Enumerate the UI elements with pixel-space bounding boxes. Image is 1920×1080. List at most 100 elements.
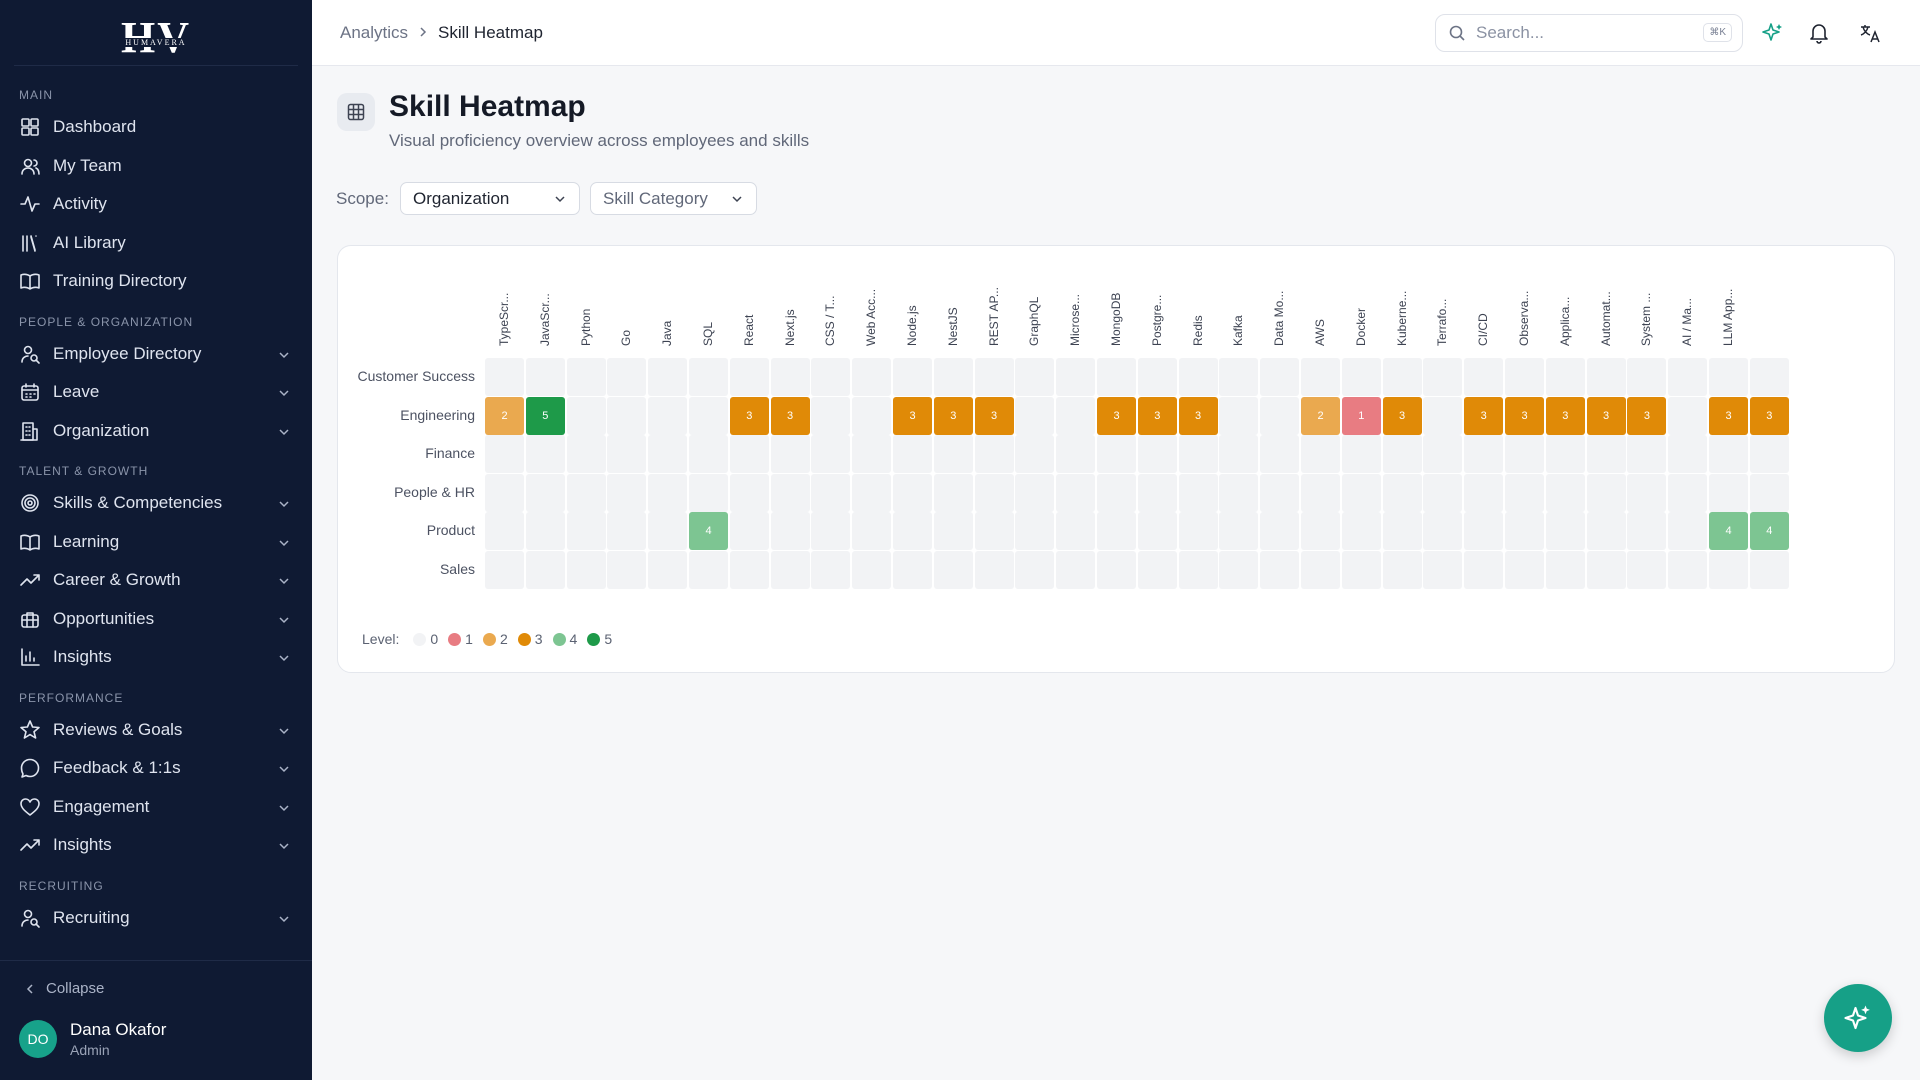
sidebar-item-leave[interactable]: Leave (0, 373, 312, 412)
sidebar-item-reviews-goals[interactable]: Reviews & Goals (0, 711, 312, 750)
sidebar-item-opportunities[interactable]: Opportunities (0, 600, 312, 639)
collapse-button[interactable]: Collapse (0, 960, 312, 1016)
heatmap-cell[interactable]: 1 (1341, 396, 1381, 435)
column-label: SQL (701, 321, 715, 346)
heatmap-cell (689, 358, 728, 396)
sidebar-item-label: Leave (53, 382, 100, 402)
users-icon (19, 155, 41, 177)
row-label: People & HR (394, 483, 475, 500)
heatmap-cell[interactable]: 3 (1545, 396, 1585, 435)
sidebar-item-ai-library[interactable]: AI Library (0, 224, 312, 263)
sidebar-item-insights[interactable]: Insights (0, 638, 312, 677)
sidebar-item-learning[interactable]: Learning (0, 523, 312, 562)
heatmap-cell (893, 358, 932, 396)
column-label: Terrafo... (1435, 298, 1450, 346)
heatmap-cell (1301, 358, 1340, 396)
column-label: Python (578, 308, 593, 346)
heatmap-cell (1178, 550, 1218, 589)
legend-level: 4 (569, 631, 578, 647)
sidebar-item-engagement[interactable]: Engagement (0, 788, 312, 827)
column-label: JavaScr... (537, 293, 552, 346)
heatmap-cell (729, 358, 769, 396)
sidebar-item-activity[interactable]: Activity (0, 185, 312, 224)
heatmap-cell (893, 435, 932, 473)
chevron-down-icon (278, 722, 290, 742)
heatmap-cell[interactable]: 3 (1586, 396, 1626, 435)
translate-icon[interactable] (1858, 21, 1882, 45)
heatmap-cell (1749, 435, 1789, 473)
heatmap-cell (1627, 473, 1667, 512)
sidebar-item-label: Reviews & Goals (53, 719, 183, 739)
logo-letters: HV (121, 16, 191, 60)
sidebar-item-insights[interactable]: Insights (0, 826, 312, 865)
heatmap-cell[interactable]: 3 (1749, 396, 1789, 435)
heatmap-cell[interactable]: 3 (1709, 396, 1748, 435)
scope-label: Scope: (336, 189, 389, 208)
sidebar-item-feedback-1-1s[interactable]: Feedback & 1:1s (0, 749, 312, 788)
heatmap-cell[interactable]: 3 (1382, 396, 1422, 435)
heatmap-cell[interactable]: 3 (1627, 396, 1667, 435)
heatmap-cell[interactable]: 3 (1505, 396, 1544, 435)
collapse-label: Collapse (46, 980, 105, 997)
heatmap-cell[interactable]: 2 (1301, 396, 1340, 435)
heatmap-cell (648, 396, 688, 435)
legend-swatch (413, 632, 427, 646)
search-input[interactable]: Search... ⌘K (1435, 14, 1743, 52)
sidebar-item-recruiting[interactable]: Recruiting (0, 899, 312, 938)
heatmap-cell[interactable]: 2 (485, 396, 524, 435)
heatmap-cell (1423, 396, 1463, 435)
heatmap-cell[interactable]: 3 (933, 396, 973, 435)
heatmap-cell[interactable]: 4 (689, 512, 728, 550)
column-label: AWS (1313, 319, 1327, 346)
skill-category-select[interactable]: Skill Category (590, 182, 757, 215)
ai-assistant-button[interactable] (1824, 984, 1892, 1052)
brand-logo[interactable]: HV HUMAVERA (14, 0, 298, 66)
heatmap-cell[interactable]: 3 (974, 396, 1014, 435)
heatmap-cell[interactable]: 3 (1464, 396, 1504, 435)
sidebar-item-my-team[interactable]: My Team (0, 147, 312, 186)
heatmap-cell[interactable]: 3 (1178, 396, 1218, 435)
sidebar-item-label: Activity (53, 194, 107, 214)
heatmap-cell (1015, 550, 1055, 589)
heatmap-cell (648, 435, 688, 473)
ai-sparkle-icon[interactable] (1761, 21, 1785, 45)
heatmap-cell[interactable]: 4 (1709, 512, 1748, 550)
sidebar-section-label: PEOPLE & ORGANIZATION (19, 314, 194, 329)
sidebar-section-label: RECRUITING (19, 878, 104, 893)
sidebar-section-label: MAIN (19, 88, 53, 102)
heatmap-cell[interactable]: 3 (729, 396, 769, 435)
heatmap-cell (1219, 396, 1259, 435)
bar-chart-icon (19, 646, 41, 668)
breadcrumb-analytics[interactable]: Analytics (340, 23, 409, 42)
column-label: Next.js (782, 309, 797, 346)
row-label: Customer Success (357, 368, 475, 384)
sidebar-item-dashboard[interactable]: Dashboard (0, 108, 312, 147)
heatmap-cell[interactable]: 3 (1137, 396, 1177, 435)
heatmap-cell (893, 512, 932, 550)
column-label: Redis (1190, 315, 1205, 346)
heatmap-cell (1464, 358, 1504, 396)
heatmap-cell[interactable]: 3 (1097, 396, 1136, 435)
heatmap-cell (852, 358, 892, 396)
sidebar-item-skills-competencies[interactable]: Skills & Competencies (0, 484, 312, 523)
heatmap-cell (607, 396, 647, 435)
sidebar-item-organization[interactable]: Organization (0, 412, 312, 451)
heatmap-cell (1586, 435, 1626, 473)
sidebar-item-employee-directory[interactable]: Employee Directory (0, 335, 312, 374)
heatmap-cell (811, 396, 851, 435)
scope-select[interactable]: Organization (400, 182, 580, 215)
column-label: Node.js (905, 305, 919, 346)
sidebar-item-label: Employee Directory (53, 343, 202, 363)
user-name: Dana Okafor (70, 1020, 167, 1039)
heatmap-cell[interactable]: 4 (1749, 512, 1789, 550)
column-label: Postgre... (1149, 294, 1164, 346)
sidebar-item-career-growth[interactable]: Career & Growth (0, 561, 312, 600)
heatmap-cell (1464, 512, 1504, 550)
heatmap-cell[interactable]: 3 (893, 396, 932, 435)
sidebar-item-training-directory[interactable]: Training Directory (0, 262, 312, 301)
column-label: AI / Ma... (1680, 297, 1695, 346)
bell-icon[interactable] (1807, 21, 1831, 45)
heatmap-cell[interactable]: 5 (525, 396, 565, 435)
heatmap-cell[interactable]: 3 (770, 396, 810, 435)
user-profile[interactable]: DO Dana Okafor Admin (19, 1020, 166, 1058)
